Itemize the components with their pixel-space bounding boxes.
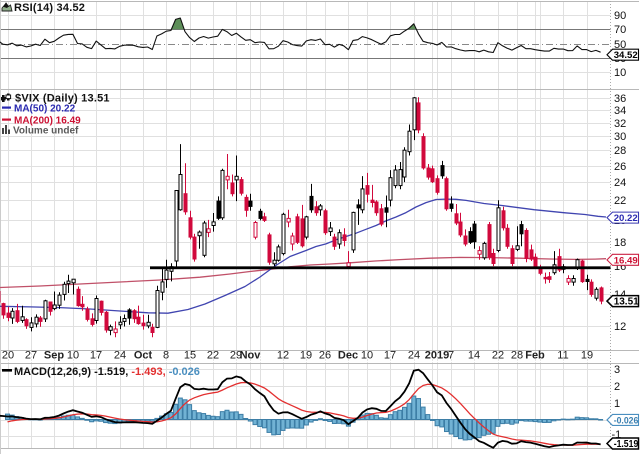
svg-text:13.51: 13.51 xyxy=(614,297,639,308)
svg-text:MA(200) 16.49: MA(200) 16.49 xyxy=(14,116,81,127)
svg-text:29: 29 xyxy=(230,350,242,362)
svg-text:70: 70 xyxy=(614,24,626,36)
svg-text:1: 1 xyxy=(614,398,620,410)
svg-text:-0.026: -0.026 xyxy=(614,415,639,426)
svg-text:20.22: 20.22 xyxy=(614,213,638,224)
svg-text:26: 26 xyxy=(319,350,331,362)
svg-text:50: 50 xyxy=(614,39,626,51)
svg-text:Sep: Sep xyxy=(44,350,64,362)
svg-text:2: 2 xyxy=(614,381,620,393)
svg-text:16.49: 16.49 xyxy=(614,255,638,266)
svg-text:MACD(12,26,9) -1.519, -1.493,: MACD(12,26,9) -1.519, -1.493, -0.026 xyxy=(14,366,200,378)
svg-text:Oct: Oct xyxy=(134,350,153,362)
svg-text:34.52: 34.52 xyxy=(614,50,638,61)
svg-text:12: 12 xyxy=(277,350,289,362)
svg-text:17: 17 xyxy=(384,350,396,362)
svg-text:MA(50) 20.22: MA(50) 20.22 xyxy=(14,104,76,115)
svg-text:10: 10 xyxy=(361,350,373,362)
svg-text:8: 8 xyxy=(163,350,169,362)
svg-text:26: 26 xyxy=(614,161,626,173)
svg-text:24: 24 xyxy=(408,350,420,362)
svg-text:11: 11 xyxy=(557,350,568,362)
svg-text:22: 22 xyxy=(207,350,219,362)
svg-text:20: 20 xyxy=(2,350,14,362)
svg-text:3: 3 xyxy=(614,364,620,376)
svg-text:Dec: Dec xyxy=(338,350,358,362)
svg-text:12: 12 xyxy=(614,321,626,333)
svg-text:Nov: Nov xyxy=(240,350,262,362)
svg-text:32: 32 xyxy=(614,118,626,130)
svg-text:30: 30 xyxy=(614,131,626,143)
svg-text:Feb: Feb xyxy=(525,350,545,362)
svg-text:18: 18 xyxy=(614,237,626,249)
svg-text:22: 22 xyxy=(492,350,504,362)
svg-text:28: 28 xyxy=(614,145,626,157)
svg-text:$VIX (Daily) 13.51: $VIX (Daily) 13.51 xyxy=(15,93,110,105)
svg-text:Volume undef: Volume undef xyxy=(13,126,79,137)
svg-text:90: 90 xyxy=(614,10,626,22)
svg-text:RSI(14) 34.52: RSI(14) 34.52 xyxy=(14,2,85,14)
svg-text:17: 17 xyxy=(90,350,102,362)
svg-text:-1: -1 xyxy=(612,429,622,441)
svg-text:-1.519: -1.519 xyxy=(614,439,639,450)
svg-text:36: 36 xyxy=(614,93,626,105)
svg-text:14: 14 xyxy=(468,350,480,362)
svg-text:19: 19 xyxy=(300,350,312,362)
svg-text:22: 22 xyxy=(614,195,626,207)
svg-text:10: 10 xyxy=(67,350,79,362)
svg-text:10: 10 xyxy=(614,67,626,79)
svg-text:24: 24 xyxy=(614,177,626,189)
svg-text:34: 34 xyxy=(614,105,626,117)
svg-text:7: 7 xyxy=(448,350,454,362)
svg-text:2019: 2019 xyxy=(425,350,449,362)
svg-text:28: 28 xyxy=(511,350,523,362)
svg-text:15: 15 xyxy=(184,350,196,362)
svg-text:24: 24 xyxy=(114,350,126,362)
svg-text:19: 19 xyxy=(581,350,593,362)
svg-text:27: 27 xyxy=(25,350,37,362)
